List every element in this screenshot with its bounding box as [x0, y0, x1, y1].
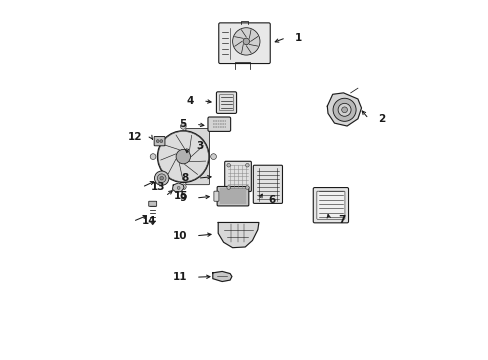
Polygon shape: [212, 271, 231, 282]
Circle shape: [156, 140, 159, 143]
FancyBboxPatch shape: [148, 201, 156, 206]
Text: 6: 6: [267, 195, 275, 205]
Polygon shape: [172, 183, 183, 192]
Circle shape: [180, 123, 186, 129]
Text: 15: 15: [174, 191, 188, 201]
FancyBboxPatch shape: [217, 186, 248, 206]
Circle shape: [232, 28, 260, 55]
Polygon shape: [150, 221, 155, 225]
Circle shape: [337, 103, 350, 116]
Circle shape: [210, 154, 216, 159]
Circle shape: [245, 163, 249, 167]
Circle shape: [157, 174, 166, 183]
Text: 9: 9: [180, 193, 186, 203]
Text: 5: 5: [179, 119, 186, 129]
FancyBboxPatch shape: [216, 92, 236, 113]
Text: 8: 8: [181, 173, 188, 183]
Circle shape: [150, 154, 156, 159]
FancyBboxPatch shape: [218, 23, 270, 63]
Circle shape: [243, 38, 249, 45]
Text: 10: 10: [172, 231, 186, 241]
FancyBboxPatch shape: [154, 136, 164, 146]
Circle shape: [332, 98, 355, 121]
Circle shape: [226, 186, 230, 189]
Text: 12: 12: [127, 132, 142, 142]
FancyBboxPatch shape: [207, 117, 230, 131]
Circle shape: [180, 184, 186, 190]
Circle shape: [176, 149, 190, 164]
Text: 4: 4: [186, 96, 194, 106]
Polygon shape: [326, 93, 361, 126]
FancyBboxPatch shape: [224, 161, 251, 192]
Circle shape: [226, 163, 230, 167]
Circle shape: [160, 140, 163, 143]
Text: 14: 14: [142, 216, 156, 226]
Text: 7: 7: [337, 215, 345, 225]
Text: 2: 2: [377, 114, 384, 124]
FancyBboxPatch shape: [313, 188, 348, 223]
FancyBboxPatch shape: [316, 191, 344, 219]
Text: 3: 3: [196, 141, 203, 151]
Text: 1: 1: [294, 33, 302, 43]
Circle shape: [245, 186, 249, 189]
Text: 13: 13: [151, 182, 165, 192]
Circle shape: [154, 171, 168, 185]
FancyBboxPatch shape: [185, 129, 209, 185]
FancyBboxPatch shape: [253, 165, 282, 203]
Text: 11: 11: [172, 272, 186, 282]
Circle shape: [160, 176, 163, 180]
Polygon shape: [218, 222, 258, 248]
Circle shape: [341, 107, 347, 113]
Circle shape: [157, 131, 209, 183]
Circle shape: [177, 186, 180, 189]
FancyBboxPatch shape: [213, 191, 219, 201]
